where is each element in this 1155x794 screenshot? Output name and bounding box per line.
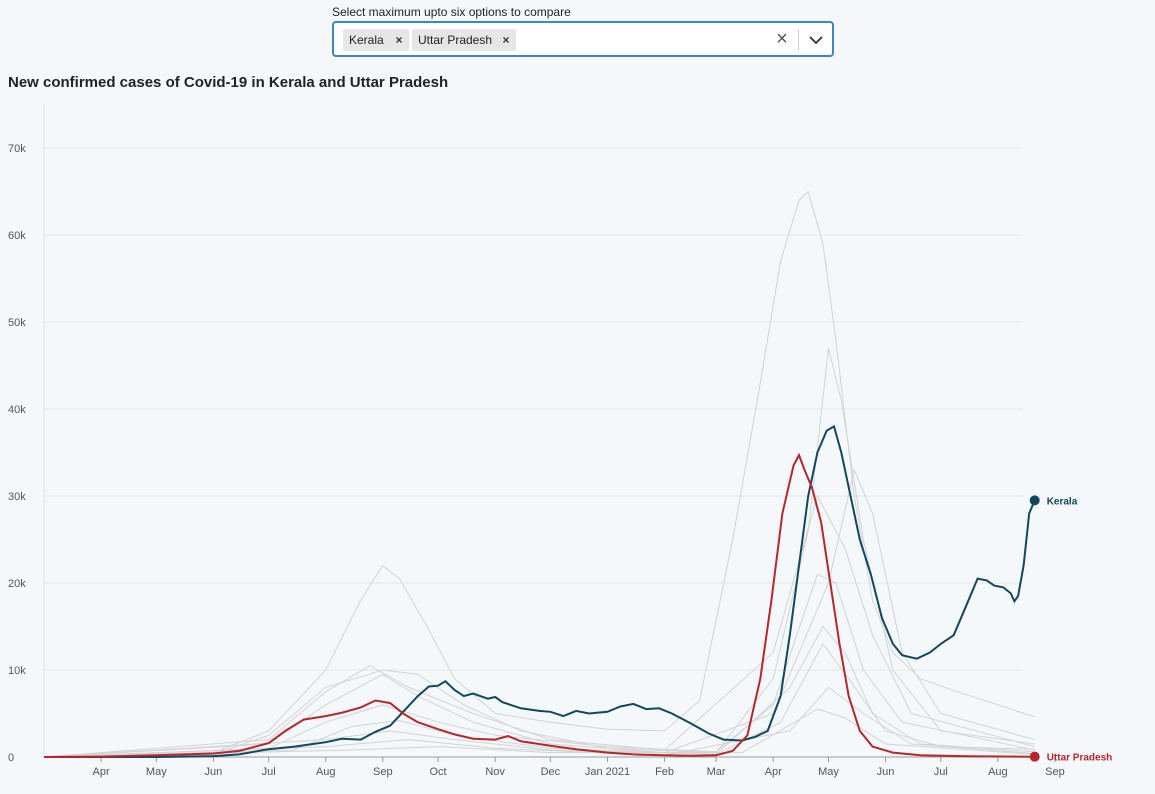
- x-tick-label: Apr: [93, 766, 110, 778]
- x-tick-label: Apr: [765, 766, 782, 778]
- x-tick-label: Sep: [1045, 766, 1065, 778]
- remove-kerala-icon[interactable]: ×: [395, 33, 403, 47]
- x-tick-label: Sep: [373, 766, 393, 778]
- background-series-line: [43, 494, 1035, 758]
- y-tick-label: 30k: [8, 491, 26, 503]
- background-series-line: [43, 708, 1035, 758]
- x-tick-label: Jun: [205, 766, 223, 778]
- background-series-line: [43, 573, 1035, 758]
- background-series-line: [43, 686, 1035, 758]
- x-tick-label: Jul: [262, 766, 276, 778]
- x-tick-label: May: [818, 766, 839, 778]
- x-tick-label: Aug: [988, 766, 1008, 778]
- y-tick-label: 20k: [8, 578, 26, 590]
- series-line-kerala: [44, 424, 1036, 758]
- x-tick-label: Jun: [877, 766, 895, 778]
- chip-kerala: Kerala ×: [343, 29, 409, 51]
- series-line-uttar-pradesh: [43, 452, 1035, 758]
- y-tick-label: 40k: [8, 404, 26, 416]
- x-tick-label: Dec: [541, 766, 561, 778]
- x-tick-label: Oct: [430, 766, 447, 778]
- x-tick-label: Jan 2021: [585, 766, 630, 778]
- y-tick-label: 70k: [8, 143, 26, 155]
- x-tick-label: Aug: [316, 766, 336, 778]
- chip-label: Kerala: [349, 33, 384, 47]
- background-series-line: [43, 625, 1035, 758]
- background-series: [43, 190, 1035, 758]
- remove-uttar-pradesh-icon[interactable]: ×: [502, 33, 510, 47]
- chip-label: Uttar Pradesh: [418, 33, 493, 47]
- x-tick-label: Jul: [934, 766, 948, 778]
- chart-title: New confirmed cases of Covid-19 in Keral…: [8, 74, 449, 91]
- axes: 0 10k 20k 30k 40k 50k 60k 70k Apr May Jun Jul Aug Sep…: [8, 104, 1065, 778]
- y-tick-label: 60k: [8, 230, 26, 242]
- series-end-label-kerala: Kerala: [1047, 496, 1078, 507]
- highlighted-series: [43, 424, 1036, 758]
- background-series-line: [43, 347, 1035, 758]
- y-tick-label: 50k: [8, 317, 26, 329]
- x-tick-label: Mar: [707, 766, 726, 778]
- series-end-dot-uttar-pradesh: [1029, 751, 1040, 762]
- series-end-dot-kerala: [1029, 495, 1040, 506]
- y-tick-label: 0: [8, 752, 14, 764]
- gridlines: [44, 147, 1023, 671]
- chevron-down-icon[interactable]: [804, 29, 828, 51]
- selector-divider: [798, 30, 799, 50]
- selector-label: Select maximum upto six options to compa…: [332, 5, 571, 19]
- x-tick-label: May: [146, 766, 167, 778]
- x-tick-label: Feb: [655, 766, 674, 778]
- x-tick-label: Nov: [485, 766, 505, 778]
- clear-all-icon[interactable]: ×: [776, 28, 788, 50]
- end-labels: Kerala Uttar Pradesh: [1029, 495, 1113, 764]
- series-end-label-uttar-pradesh: Uttar Pradesh: [1047, 753, 1113, 764]
- state-multiselect[interactable]: Kerala × Uttar Pradesh × ×: [332, 21, 834, 57]
- background-series-line: [43, 190, 1035, 758]
- chip-uttar-pradesh: Uttar Pradesh ×: [412, 29, 516, 51]
- background-series-line: [43, 468, 1035, 758]
- y-tick-label: 10k: [8, 665, 26, 677]
